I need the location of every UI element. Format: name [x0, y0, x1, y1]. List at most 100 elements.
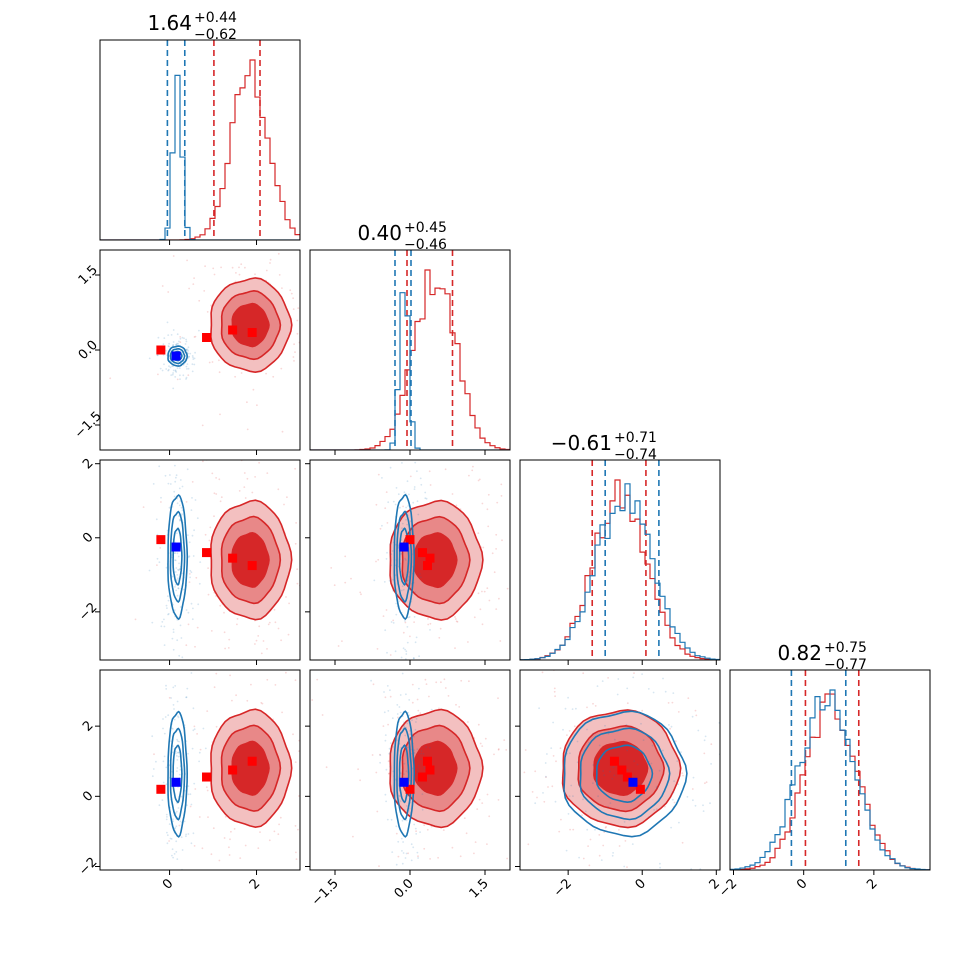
scatter-dot-red: [296, 332, 299, 335]
scatter-dot-red: [500, 495, 503, 497]
x-tick-label-2-1: 0: [633, 876, 649, 892]
hist-frame-0: [99, 39, 301, 241]
scatter-dot-red: [695, 714, 698, 717]
scatter-dot-blue: [404, 559, 407, 561]
scatter-dot-blue: [404, 648, 406, 651]
scatter-dot-blue: [704, 735, 707, 738]
scatter-dot-blue: [188, 555, 191, 558]
scatter-dot-red: [626, 702, 629, 705]
scatter-dot-blue: [405, 650, 408, 653]
scatter-dot-red: [219, 500, 222, 503]
scatter-dot-blue: [416, 851, 419, 854]
scatter-dot-blue: [179, 337, 182, 340]
scatter-dot-blue: [672, 692, 675, 694]
scatter-dot-red: [532, 829, 534, 831]
scatter-dot-blue: [415, 548, 418, 551]
scatter-dot-red: [523, 771, 526, 774]
scatter-dot-blue: [414, 461, 417, 464]
scatter-dot-red: [417, 855, 419, 858]
scatter-dot-red: [633, 672, 635, 674]
scatter-dot-red: [344, 555, 347, 558]
scatter-dot-blue: [391, 746, 394, 748]
scatter-dot-red: [265, 269, 268, 272]
scatter-dot-blue: [655, 808, 658, 810]
scatter-dot-blue: [167, 599, 170, 602]
scatter-dot-blue: [162, 781, 165, 784]
scatter-dot-blue: [175, 589, 178, 592]
scatter-dot-red: [240, 907, 242, 909]
scatter-dot-blue: [180, 506, 183, 509]
scatter-dot-blue: [672, 798, 674, 801]
scatter-dot-red: [266, 457, 268, 459]
scatter-dot-red: [219, 604, 222, 607]
scatter-dot-blue: [171, 373, 174, 376]
scatter-dot-blue: [670, 826, 672, 829]
scatter-dot-blue: [411, 667, 413, 669]
scatter-dot-blue: [177, 555, 180, 558]
scatter-dot-red: [493, 571, 496, 574]
scatter-dot-red: [464, 696, 466, 698]
scatter-dot-blue: [181, 509, 184, 512]
scatter-dot-blue: [177, 587, 180, 590]
scatter-dot-red: [392, 647, 394, 649]
scatter-dot-blue: [401, 862, 404, 865]
scatter-dot-red: [438, 707, 440, 710]
scatter-dot-red: [387, 723, 389, 726]
scatter-dot-blue: [191, 355, 194, 357]
panel-title-median-2: −0.61: [551, 431, 612, 455]
scatter-dot-blue: [386, 685, 389, 687]
scatter-dot-red: [258, 625, 261, 628]
scatter-dot-blue: [417, 657, 419, 659]
scatter-dot-blue: [694, 804, 697, 807]
scatter-dot-red: [396, 668, 398, 670]
marker-red-3: [247, 328, 257, 337]
scatter-dot-red: [225, 877, 227, 879]
scatter-dot-red: [493, 753, 495, 756]
scatter-dot-blue: [187, 346, 190, 349]
scatter-dot-red: [724, 727, 726, 729]
scatter-dot-blue: [668, 724, 670, 726]
scatter-dot-blue: [171, 728, 174, 730]
scatter-dot-red: [273, 608, 276, 611]
scatter-dot-red: [372, 683, 375, 686]
scatter-dot-red: [254, 273, 256, 276]
scatter-dot-red: [486, 508, 489, 511]
scatter-dot-blue: [673, 780, 675, 783]
scatter-dot-blue: [401, 759, 404, 762]
scatter-dot-blue: [187, 611, 190, 614]
scatter-dot-blue: [411, 719, 413, 722]
scatter-dot-blue: [561, 639, 563, 641]
scatter-dot-blue: [401, 585, 404, 588]
scatter-dot-red: [207, 567, 209, 569]
scatter-dot-red: [195, 576, 198, 579]
scatter-dot-red: [289, 453, 291, 455]
scatter-dot-blue: [176, 700, 179, 703]
scatter-dot-blue: [166, 816, 168, 818]
scatter-dot-red: [294, 825, 297, 827]
scatter-dot-red: [208, 218, 210, 220]
marker-red-1: [418, 548, 427, 558]
scatter-dot-red: [160, 501, 162, 503]
scatter-dot-red: [325, 314, 327, 316]
scatter-dot-red: [206, 710, 209, 712]
scatter-dot-red: [321, 742, 323, 744]
scatter-dot-blue: [607, 805, 610, 808]
scatter-dot-red: [277, 252, 280, 255]
scatter-dot-blue: [571, 708, 574, 710]
scatter-dot-blue: [173, 641, 175, 643]
scatter-panel-2-0: [99, 453, 301, 661]
scatter-dot-red: [223, 611, 225, 614]
scatter-dot-blue: [676, 760, 679, 762]
scatter-dot-red: [215, 672, 218, 675]
scatter-dot-blue: [596, 685, 599, 687]
scatter-dot-blue: [653, 809, 655, 811]
scatter-dot-blue: [167, 345, 170, 347]
scatter-dot-blue: [175, 810, 178, 813]
scatter-dot-blue: [170, 838, 173, 840]
scatter-dot-blue: [163, 363, 165, 366]
scatter-dot-red: [582, 672, 585, 675]
scatter-dot-red: [428, 695, 430, 698]
scatter-dot-blue: [425, 746, 428, 748]
scatter-dot-red: [429, 622, 432, 625]
scatter-dot-blue: [192, 885, 194, 887]
